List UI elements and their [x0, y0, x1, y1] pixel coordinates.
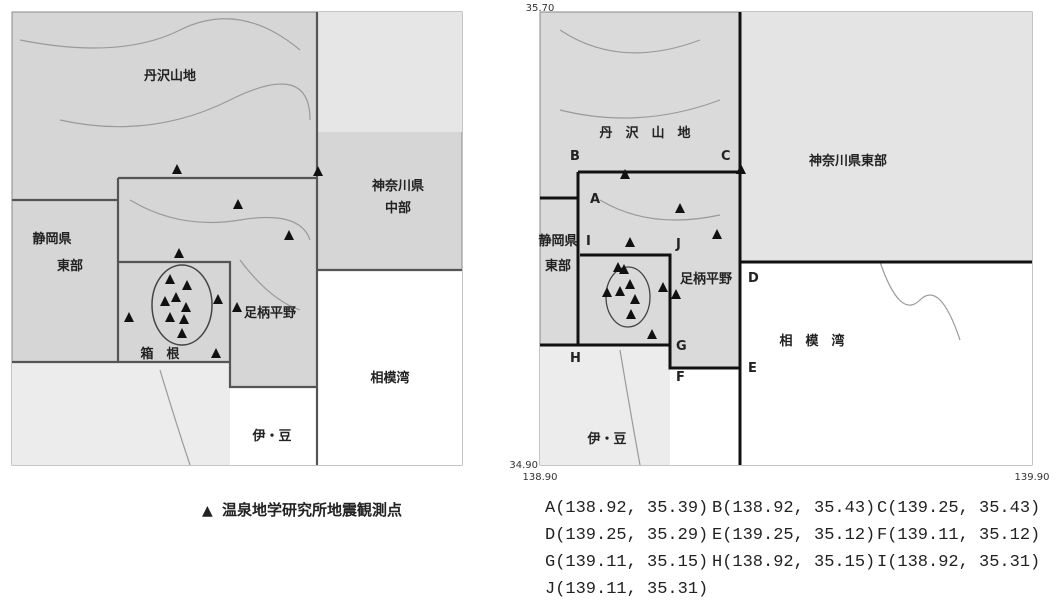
- legend-symbol: ▲: [202, 503, 213, 519]
- coordinate: D(139.25, 35.29): [545, 526, 708, 545]
- region-label: 箱 根: [140, 346, 180, 362]
- corner-label: 139.90: [1015, 472, 1050, 483]
- region-label: 相 模 湾: [779, 333, 844, 349]
- point-label: C: [721, 149, 731, 164]
- coordinate: B(138.92, 35.43): [712, 499, 875, 518]
- right-map: 35.70 34.90 138.90 139.90 丹 沢 山 地 神奈川県東部…: [509, 3, 1049, 483]
- region-label: 東部: [57, 258, 83, 274]
- coordinate: E(139.25, 35.12): [712, 526, 875, 545]
- sea: [317, 270, 462, 465]
- coordinate: H(138.92, 35.15): [712, 553, 875, 572]
- region-label: 伊・豆: [251, 428, 291, 444]
- region-label: 足柄平野: [680, 271, 732, 287]
- coordinate: I(138.92, 35.31): [877, 553, 1040, 572]
- page: {"left_map": {"regions": ["丹沢山地", "神奈川県"…: [0, 0, 1064, 607]
- point-label: H: [570, 351, 581, 366]
- coordinate: C(139.25, 35.43): [877, 499, 1040, 518]
- region-label: 相模湾: [370, 370, 409, 386]
- sea: [230, 387, 317, 465]
- point-label: B: [570, 149, 580, 164]
- point-label: G: [676, 339, 687, 354]
- region-label: 丹 沢 山 地: [599, 125, 690, 141]
- point-label: F: [676, 370, 685, 385]
- point-label: A: [590, 192, 600, 207]
- corner-label: 34.90: [509, 460, 538, 471]
- coordinate: A(138.92, 35.39): [545, 499, 708, 518]
- region-label: 中部: [385, 200, 411, 216]
- region-label: 神奈川県: [372, 178, 424, 194]
- corner-label: 138.90: [523, 472, 558, 483]
- point-label: J: [675, 237, 681, 252]
- coordinate: J(139.11, 35.31): [545, 580, 708, 599]
- corner-label: 35.70: [526, 3, 555, 14]
- region-label: 神奈川県東部: [809, 153, 887, 169]
- coordinate: F(139.11, 35.12): [877, 526, 1040, 545]
- region-label: 東部: [545, 258, 571, 274]
- point-label: D: [748, 271, 759, 286]
- figure: 丹沢山地 神奈川県 中部 静岡県 東部 足柄平野 箱 根 相模湾 伊・豆 ▲ 温…: [0, 0, 1064, 607]
- terrain: [540, 345, 670, 465]
- left-map: 丹沢山地 神奈川県 中部 静岡県 東部 足柄平野 箱 根 相模湾 伊・豆: [12, 12, 462, 465]
- terrain: [12, 362, 230, 465]
- sea: [740, 262, 1032, 465]
- coordinate-list: A(138.92, 35.39) B(138.92, 35.43) C(139.…: [545, 499, 1040, 599]
- region-label: 伊・豆: [586, 431, 626, 447]
- region-label: 足柄平野: [244, 305, 296, 321]
- point-label: E: [748, 361, 757, 376]
- point-label: I: [586, 234, 591, 249]
- region-label: 静岡県: [538, 233, 577, 249]
- region-label: 丹沢山地: [144, 68, 196, 84]
- coordinate: G(139.11, 35.15): [545, 553, 708, 572]
- legend-text: 温泉地学研究所地震観測点: [222, 501, 402, 519]
- region-label: 静岡県: [32, 231, 71, 247]
- legend: ▲ 温泉地学研究所地震観測点: [202, 501, 402, 519]
- terrain: [317, 12, 462, 132]
- terrain: [740, 12, 1032, 262]
